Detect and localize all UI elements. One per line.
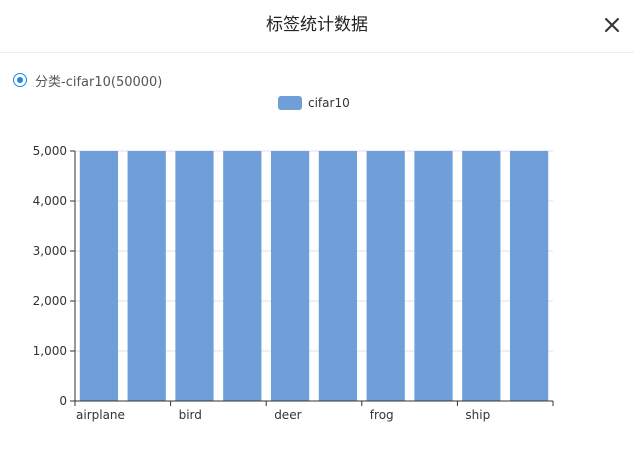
y-tick-label: 3,000 <box>33 244 67 258</box>
bar-deer <box>270 151 310 401</box>
bar-ship <box>462 151 501 401</box>
bar-chart: cifar10 0 1,000 2,000 3,000 4,000 5,000 airpl… <box>33 96 554 422</box>
bar-bird <box>175 151 214 401</box>
dataset-option[interactable]: 分类-cifar10(50000) <box>13 70 162 90</box>
bar-automobile <box>127 151 166 401</box>
legend-label: cifar10 <box>308 96 350 110</box>
x-tick-label: bird <box>179 408 202 422</box>
y-tick-label: 1,000 <box>33 344 67 358</box>
bar-dog <box>318 151 358 401</box>
dialog-header: 标签统计数据 <box>0 0 634 53</box>
bar-horse <box>414 151 453 401</box>
bar-truck <box>509 151 549 401</box>
axes <box>74 151 553 402</box>
bars <box>79 151 549 401</box>
radio-selected-dot <box>17 77 23 83</box>
radio-button[interactable] <box>13 73 27 87</box>
y-tick-label: 4,000 <box>33 194 67 208</box>
y-tick-label: 0 <box>59 394 67 408</box>
legend-swatch <box>278 96 302 110</box>
x-tick-label: ship <box>465 408 490 422</box>
y-tick-label: 5,000 <box>33 144 67 158</box>
bar-airplane <box>79 151 119 401</box>
close-icon[interactable] <box>602 15 622 35</box>
bar-cat <box>223 151 262 401</box>
x-tick-label: airplane <box>76 408 125 422</box>
y-axis-ticks: 0 1,000 2,000 3,000 4,000 5,000 <box>33 144 75 408</box>
bar-frog <box>366 151 405 401</box>
dialog-title: 标签统计数据 <box>266 15 368 35</box>
x-axis-ticks: airplane bird deer frog ship <box>74 401 554 422</box>
x-tick-label: deer <box>274 408 301 422</box>
dataset-option-label: 分类-cifar10(50000) <box>35 74 163 90</box>
chart-legend[interactable]: cifar10 <box>278 96 350 110</box>
x-tick-label: frog <box>370 408 394 422</box>
y-tick-label: 2,000 <box>33 294 67 308</box>
